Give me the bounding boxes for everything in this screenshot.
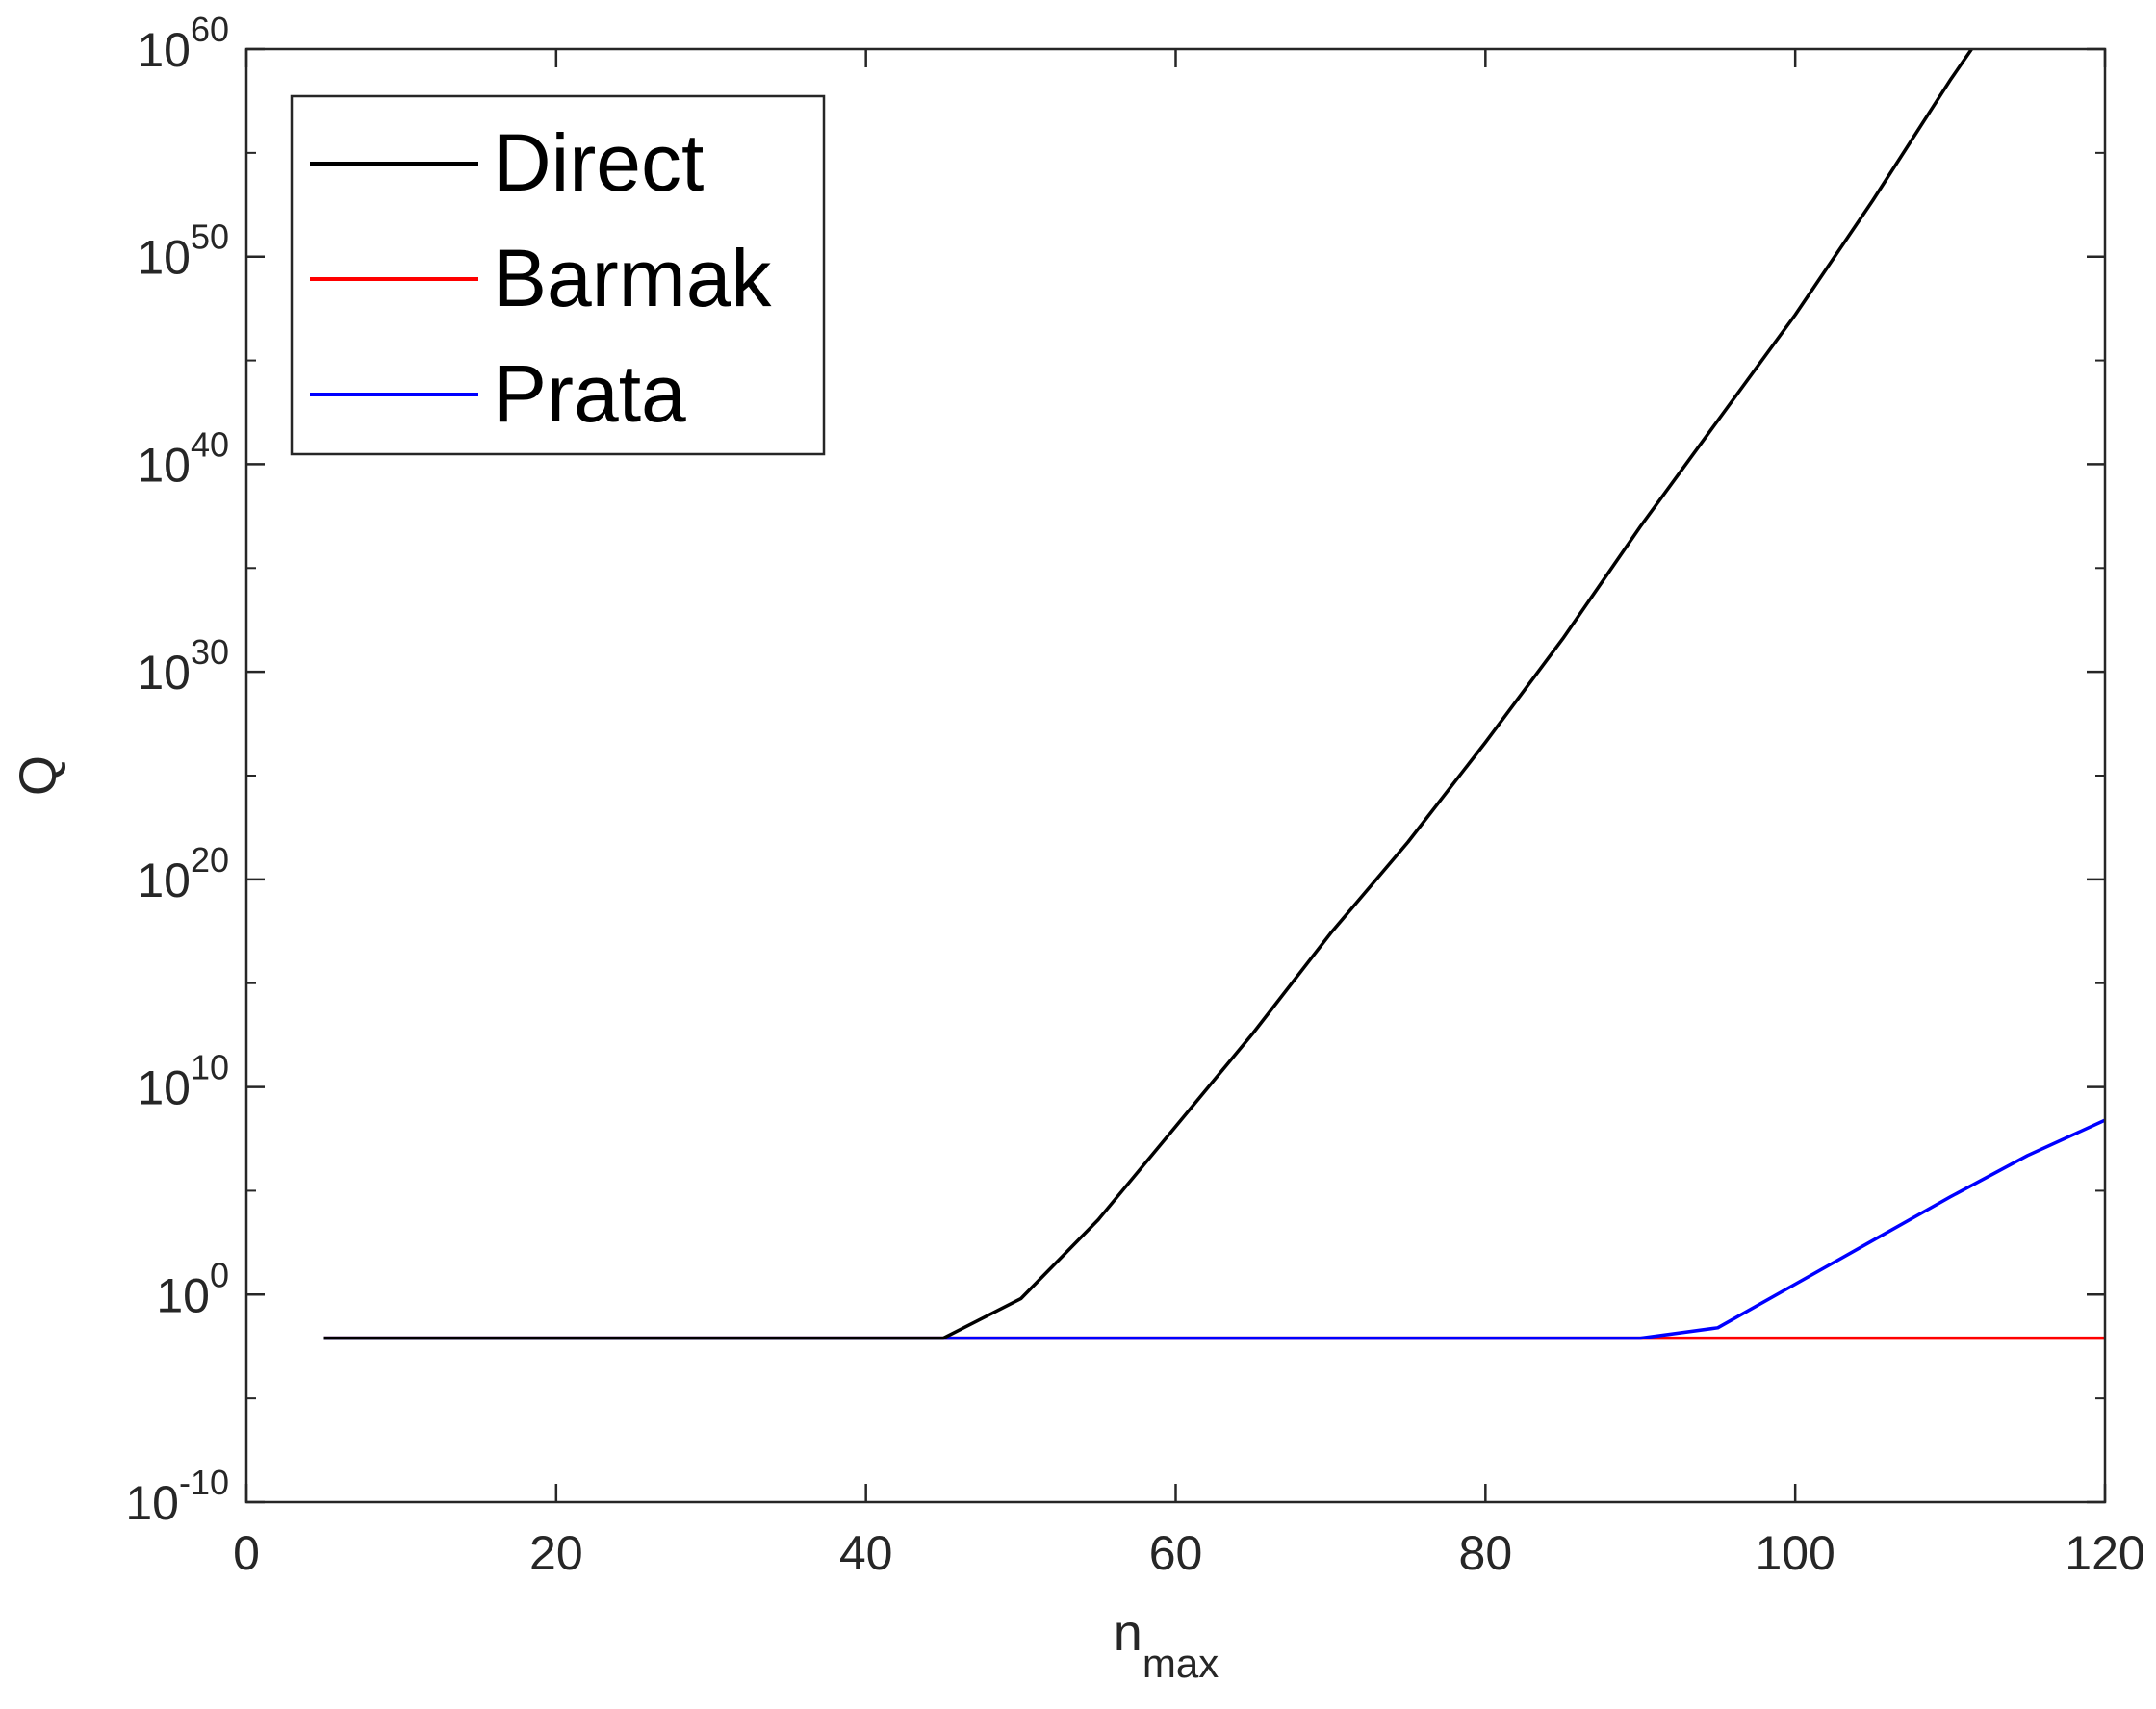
y-tick-label: 1040	[137, 424, 229, 492]
y-tick-label: 1010	[137, 1048, 229, 1115]
y-tick-label: 10-10	[125, 1463, 229, 1530]
y-tick-label: 1060	[137, 10, 229, 77]
legend-label-prata: Prata	[493, 348, 686, 439]
x-tick-label: 0	[233, 1526, 260, 1580]
x-tick-label: 40	[839, 1526, 893, 1580]
series-lines	[323, 49, 2105, 1340]
y-tick-label: 1030	[137, 632, 229, 700]
legend-label-barmak: Barmak	[493, 233, 772, 323]
y-tick-label: 1020	[137, 840, 229, 907]
x-tick-label: 20	[529, 1526, 583, 1580]
series-line-direct	[323, 49, 1974, 1340]
legend: Direct Barmak Prata	[290, 94, 826, 456]
y-tick-label: 1050	[137, 217, 229, 285]
y-tick-label: 100	[156, 1255, 229, 1322]
x-tick-label: 100	[1755, 1526, 1835, 1580]
x-tick-label: 120	[2065, 1526, 2144, 1580]
x-axis-label: nmax	[1114, 1604, 1219, 1686]
x-tick-label: 60	[1149, 1526, 1203, 1580]
legend-label-direct: Direct	[493, 117, 704, 208]
y-axis-label: Q	[10, 755, 67, 796]
plot-area: 0 20 40 60 80 100 120 10-10 100 1010 1020 1030 1040 1…	[10, 10, 2145, 1686]
x-tick-label: 80	[1459, 1526, 1513, 1580]
